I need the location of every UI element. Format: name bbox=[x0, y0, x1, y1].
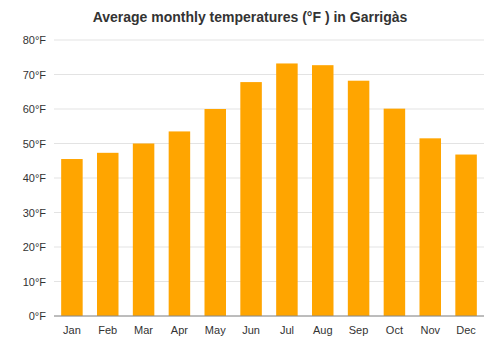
bar bbox=[455, 155, 477, 316]
bar bbox=[420, 138, 442, 316]
y-tick-label: 20°F bbox=[23, 241, 47, 253]
grid-line bbox=[54, 74, 484, 75]
bar bbox=[205, 109, 227, 316]
x-tick-label: Jul bbox=[280, 324, 294, 336]
bar bbox=[312, 65, 334, 316]
bar bbox=[97, 153, 119, 316]
y-tick-label: 60°F bbox=[23, 103, 47, 115]
y-tick-label: 80°F bbox=[23, 34, 47, 46]
x-tick-label: Feb bbox=[98, 324, 117, 336]
y-tick-label: 70°F bbox=[23, 69, 47, 81]
bar bbox=[169, 131, 191, 316]
x-tick-label: Apr bbox=[171, 324, 188, 336]
y-tick-label: 40°F bbox=[23, 172, 47, 184]
x-axis-line bbox=[54, 316, 484, 317]
x-tick-label: Oct bbox=[386, 324, 403, 336]
chart: Average monthly temperatures (°F ) in Ga… bbox=[0, 0, 500, 350]
title: Average monthly temperatures (°F ) in Ga… bbox=[93, 9, 408, 25]
x-tick-label: May bbox=[205, 324, 226, 336]
grid-line bbox=[54, 316, 484, 317]
x-tick-label: Dec bbox=[456, 324, 476, 336]
x-tick-label: Sep bbox=[349, 324, 369, 336]
bar bbox=[133, 144, 155, 317]
y-tick-label: 50°F bbox=[23, 138, 47, 150]
bar bbox=[240, 82, 261, 316]
bar bbox=[384, 109, 406, 316]
grid-line bbox=[54, 109, 484, 110]
y-tick-label: 10°F bbox=[23, 276, 47, 288]
x-tick-label: Jun bbox=[242, 324, 260, 336]
bar bbox=[348, 81, 370, 316]
y-tick-label: 0°F bbox=[29, 310, 47, 322]
bar bbox=[61, 159, 83, 316]
grid-line bbox=[54, 40, 484, 41]
x-tick-label: Jan bbox=[63, 324, 81, 336]
bars bbox=[61, 63, 477, 316]
y-tick-label: 30°F bbox=[23, 207, 47, 219]
x-tick-label: Aug bbox=[313, 324, 333, 336]
x-tick-label: Nov bbox=[420, 324, 440, 336]
x-tick-label: Mar bbox=[134, 324, 153, 336]
bar bbox=[276, 63, 298, 316]
